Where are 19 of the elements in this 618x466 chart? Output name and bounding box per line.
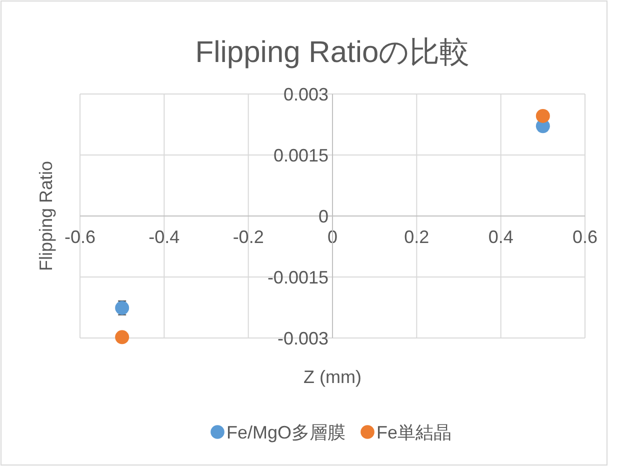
x-tick-label: 0.6	[572, 226, 598, 247]
y-tick-label: 0.0015	[273, 145, 328, 166]
legend-label: Fe/MgO多層膜	[226, 422, 346, 442]
x-tick-label: 0.2	[404, 226, 430, 247]
x-tick-label: 0.4	[488, 226, 514, 247]
point	[536, 108, 550, 123]
chart-title: Flipping Ratioの比較	[195, 36, 470, 69]
x-tick-label: -0.2	[232, 226, 264, 247]
y-axis-title: Flipping Ratio	[36, 160, 56, 272]
x-tick-label: -0.6	[64, 226, 96, 247]
y-tick-label: 0	[318, 206, 328, 226]
y-tick-label: 0.003	[283, 84, 328, 104]
legend-label: Fe単結晶	[376, 422, 452, 442]
x-axis-title: Z (mm)	[304, 367, 362, 387]
y-tick-label: -0.0015	[267, 267, 328, 288]
x-tick-label: -0.4	[148, 226, 180, 247]
y-tick-label: -0.003	[277, 328, 328, 348]
point	[115, 300, 130, 315]
point	[115, 330, 130, 344]
